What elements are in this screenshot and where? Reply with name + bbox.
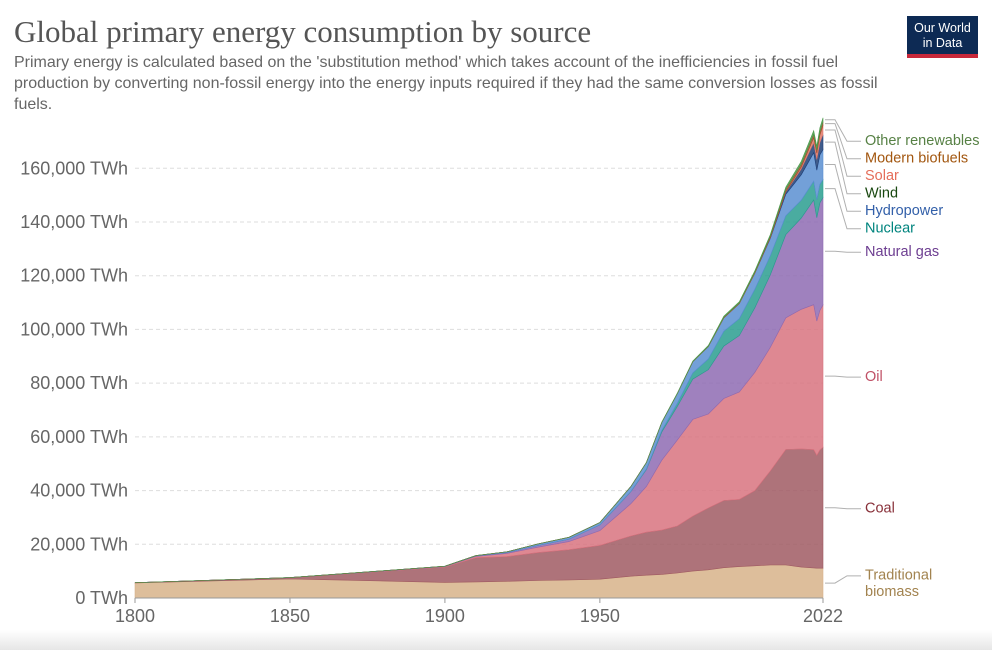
y-tick-label: 0 TWh bbox=[75, 588, 128, 608]
chart-title: Global primary energy consumption by sou… bbox=[14, 14, 592, 49]
legend-label-coal[interactable]: Coal bbox=[865, 501, 895, 517]
legend-leader-oil bbox=[825, 375, 861, 378]
x-tick-label: 1950 bbox=[580, 606, 620, 626]
legend-leader-modern-biofuels bbox=[825, 123, 861, 160]
y-tick-label: 160,000 TWh bbox=[20, 158, 128, 178]
logo-line-1: Our World bbox=[914, 21, 971, 35]
legend-leader-nuclear bbox=[825, 188, 861, 230]
chart-subtitle: Primary energy is calculated based on th… bbox=[14, 54, 878, 113]
legend-leader-wind bbox=[825, 141, 861, 195]
legend-label-natural-gas[interactable]: Natural gas bbox=[865, 244, 939, 260]
y-axis-ticks: 0 TWh 20,000 TWh 40,000 TWh 60,000 TWh 80,00… bbox=[20, 158, 128, 608]
legend-label-modern-biofuels[interactable]: Modern biofuels bbox=[865, 151, 968, 167]
y-tick-label: 100,000 TWh bbox=[20, 319, 128, 339]
legend-label-traditional-biomass[interactable]: Traditional biomass bbox=[865, 568, 932, 601]
legend-label-solar[interactable]: Solar bbox=[865, 168, 899, 184]
y-tick-label: 40,000 TWh bbox=[30, 481, 128, 501]
x-tick-label: 1800 bbox=[115, 606, 155, 626]
series-legend: Traditional biomass Coal Oil Natural gas Nucl… bbox=[825, 119, 979, 601]
legend-leader-hydropower bbox=[825, 164, 861, 212]
gridlines bbox=[135, 167, 823, 545]
legend-leader-traditional-biomass bbox=[825, 575, 861, 584]
y-tick-label: 80,000 TWh bbox=[30, 373, 128, 393]
x-tick-label: 2022 bbox=[803, 606, 843, 626]
y-tick-label: 140,000 TWh bbox=[20, 212, 128, 232]
owid-logo[interactable]: Our World in Data bbox=[907, 16, 978, 58]
legend-leader-solar bbox=[825, 129, 861, 177]
legend-leader-coal bbox=[825, 507, 861, 510]
legend-label-wind[interactable]: Wind bbox=[865, 186, 898, 202]
legend-leader-natural-gas bbox=[825, 250, 861, 253]
legend-label-oil[interactable]: Oil bbox=[865, 369, 883, 385]
stacked-area-chart: 0 TWh 20,000 TWh 40,000 TWh 60,000 TWh 80,00… bbox=[20, 117, 979, 626]
legend-label-hydropower[interactable]: Hydropower bbox=[865, 203, 943, 219]
y-tick-label: 60,000 TWh bbox=[30, 427, 128, 447]
x-tick-label: 1850 bbox=[270, 606, 310, 626]
x-tick-label: 1900 bbox=[425, 606, 465, 626]
area-other-renewables[interactable] bbox=[134, 117, 824, 583]
logo-line-2: in Data bbox=[922, 36, 963, 50]
footer-band bbox=[0, 630, 992, 650]
y-tick-label: 120,000 TWh bbox=[20, 266, 128, 286]
y-tick-label: 20,000 TWh bbox=[30, 534, 128, 554]
legend-leader-other-renewables bbox=[825, 119, 861, 142]
legend-label-nuclear[interactable]: Nuclear bbox=[865, 221, 915, 237]
series-areas bbox=[134, 117, 824, 599]
x-axis-ticks: 1800 1850 1900 1950 2022 bbox=[115, 598, 843, 626]
legend-label-other-renewables[interactable]: Other renewables bbox=[865, 133, 979, 149]
